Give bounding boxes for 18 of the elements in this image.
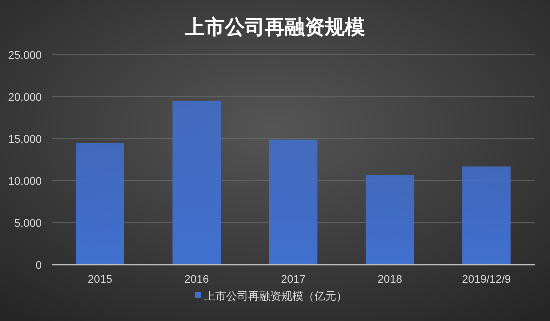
x-tick-label: 2015 [88,274,113,286]
bar [462,166,511,265]
x-tick-label: 2016 [184,274,210,286]
y-tick-label: 15,000 [8,134,42,146]
bar [76,143,124,265]
bar [366,175,414,265]
bar [269,140,318,265]
x-tick-label: 2018 [378,274,402,286]
chart-title: 上市公司再融资规模 [184,16,365,39]
bar [172,101,222,265]
x-tick-label: 2017 [281,274,306,286]
y-tick-label: 10,000 [8,176,42,188]
x-tick-label: 2019/12/9 [462,274,512,286]
y-tick-label: 5,000 [14,218,42,230]
y-tick-label: 20,000 [8,92,42,104]
y-tick-label: 0 [36,260,42,272]
y-tick-label: 25,000 [8,50,42,62]
legend-label: 上市公司再融资规模（亿元） [204,290,348,303]
